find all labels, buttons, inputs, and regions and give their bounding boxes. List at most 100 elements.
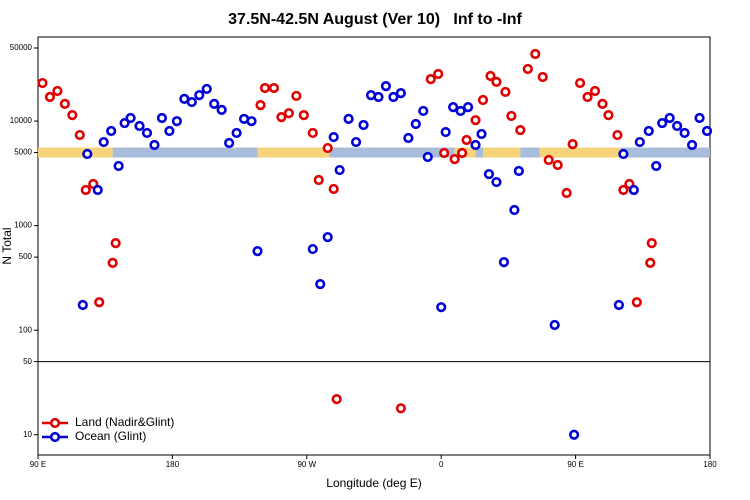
legend-label: Land (Nadir&Glint)	[75, 415, 174, 429]
point	[334, 164, 345, 176]
point	[628, 184, 639, 196]
point	[246, 116, 257, 127]
point	[679, 127, 690, 139]
point	[672, 120, 683, 132]
y-axis-label: N Total	[0, 227, 14, 264]
chart-title: 37.5N-42.5N August (Ver 10) Inf to -Inf	[228, 11, 522, 28]
point	[259, 82, 271, 94]
point	[597, 98, 608, 109]
point	[634, 136, 645, 148]
point	[498, 256, 510, 268]
point	[418, 105, 429, 117]
point	[530, 48, 541, 60]
point	[156, 112, 168, 124]
point	[491, 76, 502, 87]
point	[322, 142, 333, 154]
point	[298, 110, 309, 121]
point	[113, 160, 124, 172]
band-segment	[483, 147, 521, 158]
point	[283, 108, 294, 119]
point	[92, 184, 103, 196]
point	[582, 91, 593, 103]
point	[500, 86, 511, 98]
point	[134, 120, 145, 132]
point	[119, 117, 130, 129]
point	[651, 160, 662, 172]
point	[74, 129, 85, 141]
point	[358, 119, 369, 131]
point	[307, 127, 318, 139]
y-tick-label: 10	[23, 430, 32, 439]
point	[149, 139, 160, 151]
point	[485, 70, 496, 82]
point	[313, 174, 324, 186]
x-tick-label: 90 W	[297, 460, 316, 469]
point	[328, 131, 339, 143]
x-tick-label: 90 E	[567, 460, 583, 469]
point	[224, 137, 235, 149]
point	[433, 68, 444, 80]
point	[209, 98, 220, 109]
point	[522, 63, 533, 75]
point	[561, 187, 572, 199]
point	[509, 204, 520, 216]
legend-marker	[49, 431, 61, 443]
point	[491, 176, 502, 188]
point	[395, 88, 406, 99]
legend-label: Ocean (Glint)	[75, 429, 146, 443]
band-segment	[329, 147, 455, 158]
point	[110, 238, 121, 249]
point	[701, 125, 713, 137]
point	[646, 238, 657, 249]
point	[80, 184, 91, 196]
x-axis-label: Longitude (deg E)	[326, 476, 421, 490]
plot-frame	[37, 36, 711, 456]
point	[455, 105, 466, 117]
point	[291, 90, 302, 102]
legend-marker	[49, 417, 61, 429]
point	[657, 117, 668, 129]
point	[268, 82, 280, 94]
point	[515, 124, 526, 136]
point	[425, 74, 436, 85]
point	[216, 104, 227, 115]
y-tick-label: 500	[19, 252, 33, 261]
point	[664, 112, 675, 124]
point	[315, 278, 326, 290]
point	[543, 154, 554, 166]
band-segment	[520, 147, 540, 158]
point	[388, 91, 399, 103]
point	[462, 102, 474, 113]
point	[350, 136, 362, 148]
point	[457, 147, 468, 159]
point	[252, 246, 263, 257]
point	[307, 243, 318, 255]
point	[567, 139, 578, 150]
point	[506, 110, 517, 122]
band-segment	[112, 147, 258, 158]
point	[194, 90, 205, 101]
point	[449, 153, 460, 165]
point	[373, 91, 384, 103]
band-segment	[257, 147, 330, 158]
point	[618, 148, 629, 160]
band-segment	[475, 147, 484, 158]
point	[94, 297, 105, 308]
y-tick-label: 5000	[14, 148, 32, 157]
y-tick-label: 10000	[10, 116, 33, 125]
point	[403, 132, 414, 144]
point	[483, 169, 495, 180]
point	[477, 94, 489, 106]
point	[422, 151, 433, 163]
band-segment	[620, 147, 710, 158]
x-tick-label: 180	[703, 460, 717, 469]
point	[631, 297, 642, 308]
point	[618, 184, 629, 196]
point	[686, 139, 698, 151]
point	[322, 231, 333, 243]
point	[476, 128, 487, 140]
point	[52, 85, 63, 97]
point	[603, 110, 614, 121]
point	[67, 110, 78, 121]
